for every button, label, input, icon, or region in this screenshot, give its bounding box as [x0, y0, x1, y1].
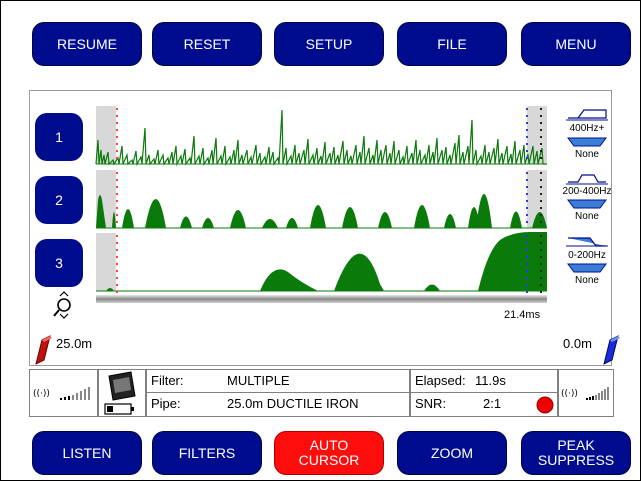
filter-row: Filter: MULTIPLE — [147, 370, 409, 393]
channel-3-button[interactable]: 3 — [35, 239, 83, 287]
elapsed-snr-box: Elapsed: 11.9s SNR: 2:1 — [410, 369, 558, 417]
logger-device-icon — [108, 371, 136, 401]
filter-none-label-ch2: None — [575, 211, 599, 222]
time-readout: 21.4ms — [504, 309, 541, 321]
filter-pipe-box: Filter: MULTIPLE Pipe: 25.0m DUCTILE IRO… — [146, 369, 410, 417]
filter-label-ch1: 400Hz+ — [569, 123, 605, 134]
filter-label-ch3: 0-200Hz — [568, 250, 606, 261]
wireless-signal-icon: ((·)) — [33, 387, 90, 400]
left-shade-ch3 — [96, 233, 116, 291]
svg-text:((·)): ((·)) — [33, 389, 50, 399]
wireless-signal-icon: ((·)) — [561, 387, 609, 400]
trace-ch2 — [96, 194, 547, 228]
svg-text:((·)): ((·)) — [561, 389, 578, 399]
filter-lowpass-icon — [566, 237, 608, 247]
pipe-label: Pipe: — [151, 396, 181, 411]
auto-cursor-label-1: AUTO — [309, 437, 349, 453]
filter-value: MULTIPLE — [227, 373, 290, 388]
device-box — [98, 369, 146, 417]
channel-1-button[interactable]: 1 — [35, 113, 83, 161]
menu-button[interactable]: MENU — [521, 22, 631, 66]
filter-none-label-ch3: None — [575, 275, 599, 286]
snr-label: SNR: — [415, 396, 447, 411]
filter-none-icon-ch2 — [567, 199, 607, 209]
filter-highpass-icon — [566, 109, 608, 121]
trace-ch1 — [95, 109, 547, 167]
sensor-red-icon — [35, 335, 52, 365]
filter-bandpass-icon — [566, 174, 608, 185]
file-button[interactable]: FILE — [397, 22, 507, 66]
filter-none-icon-ch1 — [567, 137, 607, 147]
peak-suppress-label-1: PEAK — [557, 437, 595, 453]
filter-label: Filter: — [151, 373, 184, 388]
zoom-label: ZOOM — [431, 444, 473, 461]
left-shade-ch1 — [96, 106, 116, 164]
sensor-blue-icon — [603, 335, 620, 365]
left-signal-box: ((·)) — [29, 369, 98, 417]
channel-2-button[interactable]: 2 — [35, 176, 83, 224]
reset-button[interactable]: RESET — [152, 22, 262, 66]
listen-button[interactable]: LISTEN — [32, 431, 142, 475]
pipe-row: Pipe: 25.0m DUCTILE IRON — [147, 393, 409, 416]
listen-label: LISTEN — [62, 444, 112, 461]
peak-suppress-button[interactable]: PEAK SUPPRESS — [521, 431, 631, 475]
left-distance: 25.0m — [56, 336, 93, 351]
pipe-bar — [96, 295, 547, 303]
filter-none-label-ch1: None — [575, 149, 599, 160]
auto-cursor-button[interactable]: AUTO CURSOR — [274, 431, 384, 475]
trace-ch3 — [96, 232, 547, 291]
elapsed-row: Elapsed: 11.9s — [411, 370, 557, 393]
snr-row: SNR: 2:1 — [411, 393, 557, 416]
auto-cursor-label-2: CURSOR — [298, 452, 360, 468]
elapsed-value: 11.9s — [475, 373, 506, 388]
record-indicator-icon — [536, 396, 554, 414]
pipe-value: 25.0m DUCTILE IRON — [227, 396, 359, 411]
battery-icon — [104, 403, 134, 415]
filter-label-ch2: 200-400Hz — [562, 186, 612, 197]
elapsed-label: Elapsed: — [415, 373, 466, 388]
filter-none-icon-ch3 — [567, 263, 607, 273]
peak-suppress-label-2: SUPPRESS — [537, 452, 615, 468]
resume-button[interactable]: RESUME — [32, 22, 142, 66]
zoom-button[interactable]: ZOOM — [397, 431, 507, 475]
magnifier-icon — [53, 291, 71, 319]
filters-label: FILTERS — [178, 444, 236, 461]
right-distance: 0.0m — [563, 336, 592, 351]
setup-button[interactable]: SETUP — [274, 22, 384, 66]
snr-value: 2:1 — [483, 396, 502, 411]
right-signal-box: ((·)) — [558, 369, 614, 417]
filters-button[interactable]: FILTERS — [152, 431, 262, 475]
